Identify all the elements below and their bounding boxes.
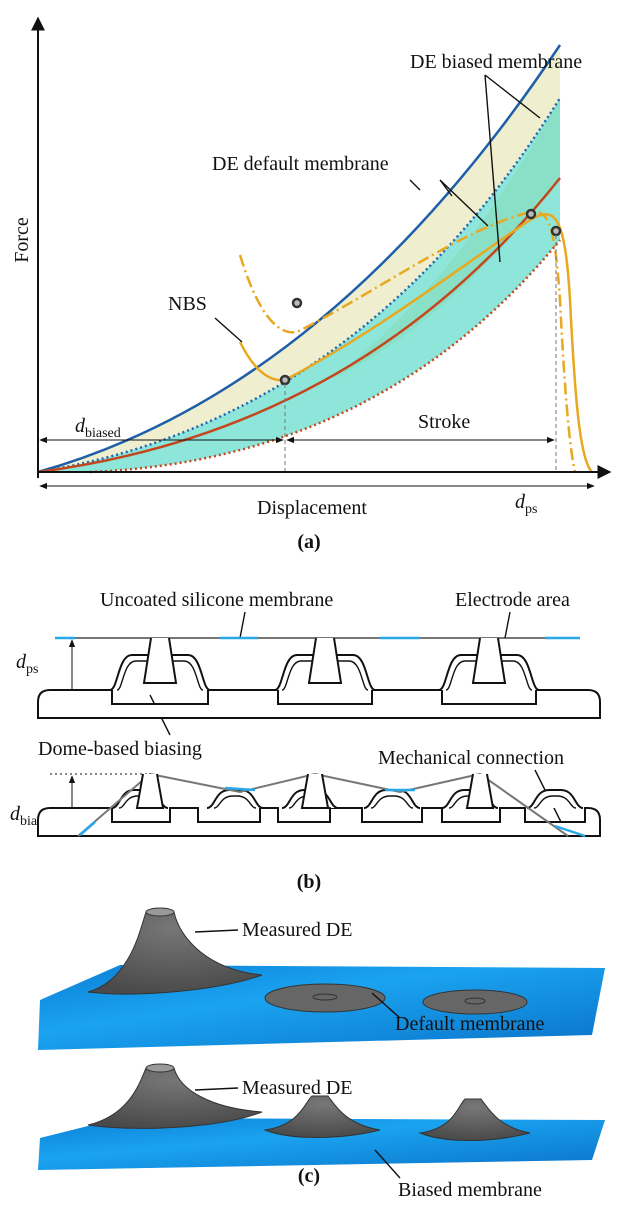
label: Biased membrane xyxy=(398,1179,542,1201)
symbol-sub: ps xyxy=(26,662,38,677)
post xyxy=(144,638,176,683)
dome xyxy=(527,790,583,808)
base xyxy=(38,690,600,718)
label: Uncoated silicone membrane xyxy=(100,589,333,611)
biased-de xyxy=(265,1096,380,1138)
label: Electrode area xyxy=(455,589,570,611)
measured-cone xyxy=(88,912,262,994)
caption: (a) xyxy=(297,531,320,553)
y-axis-label: Force xyxy=(11,217,33,263)
label: Stroke xyxy=(418,411,470,433)
label: Dome-based biasing xyxy=(38,738,202,760)
marker xyxy=(552,227,560,235)
label: DE default membrane xyxy=(212,153,389,175)
symbol: dps xyxy=(16,651,38,677)
panel-a: DE biased membrane DE default membrane N… xyxy=(11,18,610,553)
cone-top xyxy=(146,908,174,916)
post xyxy=(467,774,493,808)
leader xyxy=(215,318,242,342)
x-axis-label: Displacement xyxy=(257,497,367,519)
base xyxy=(38,808,600,836)
post xyxy=(309,638,341,683)
dome xyxy=(364,790,420,808)
marker xyxy=(527,210,535,218)
symbol-sub: ps xyxy=(525,502,537,517)
panel-c: Measured DE Default membrane Measured DE… xyxy=(38,908,605,1201)
measured-cone xyxy=(88,1068,262,1128)
label: Measured DE xyxy=(242,1077,353,1099)
caption: (b) xyxy=(297,871,321,893)
flat-de xyxy=(423,990,527,1014)
panel-b: Uncoated silicone membrane Electrode are… xyxy=(10,589,600,893)
marker xyxy=(293,299,301,307)
label: Default membrane xyxy=(395,1013,544,1035)
post xyxy=(473,638,505,683)
figure: DE biased membrane DE default membrane N… xyxy=(0,0,619,1207)
marker xyxy=(281,376,289,384)
label: Measured DE xyxy=(242,919,353,941)
dome xyxy=(207,790,263,808)
caption: (c) xyxy=(298,1165,320,1187)
post xyxy=(302,774,328,808)
post xyxy=(137,774,163,808)
label: NBS xyxy=(168,293,207,315)
label: Mechanical connection xyxy=(378,747,564,769)
cone-top xyxy=(146,1064,174,1072)
label: DE biased membrane xyxy=(410,51,582,73)
symbol: dps xyxy=(515,491,537,517)
flat-de xyxy=(265,984,385,1012)
symbol-sub: biased xyxy=(85,426,121,441)
symbol: dbiased xyxy=(75,415,121,441)
